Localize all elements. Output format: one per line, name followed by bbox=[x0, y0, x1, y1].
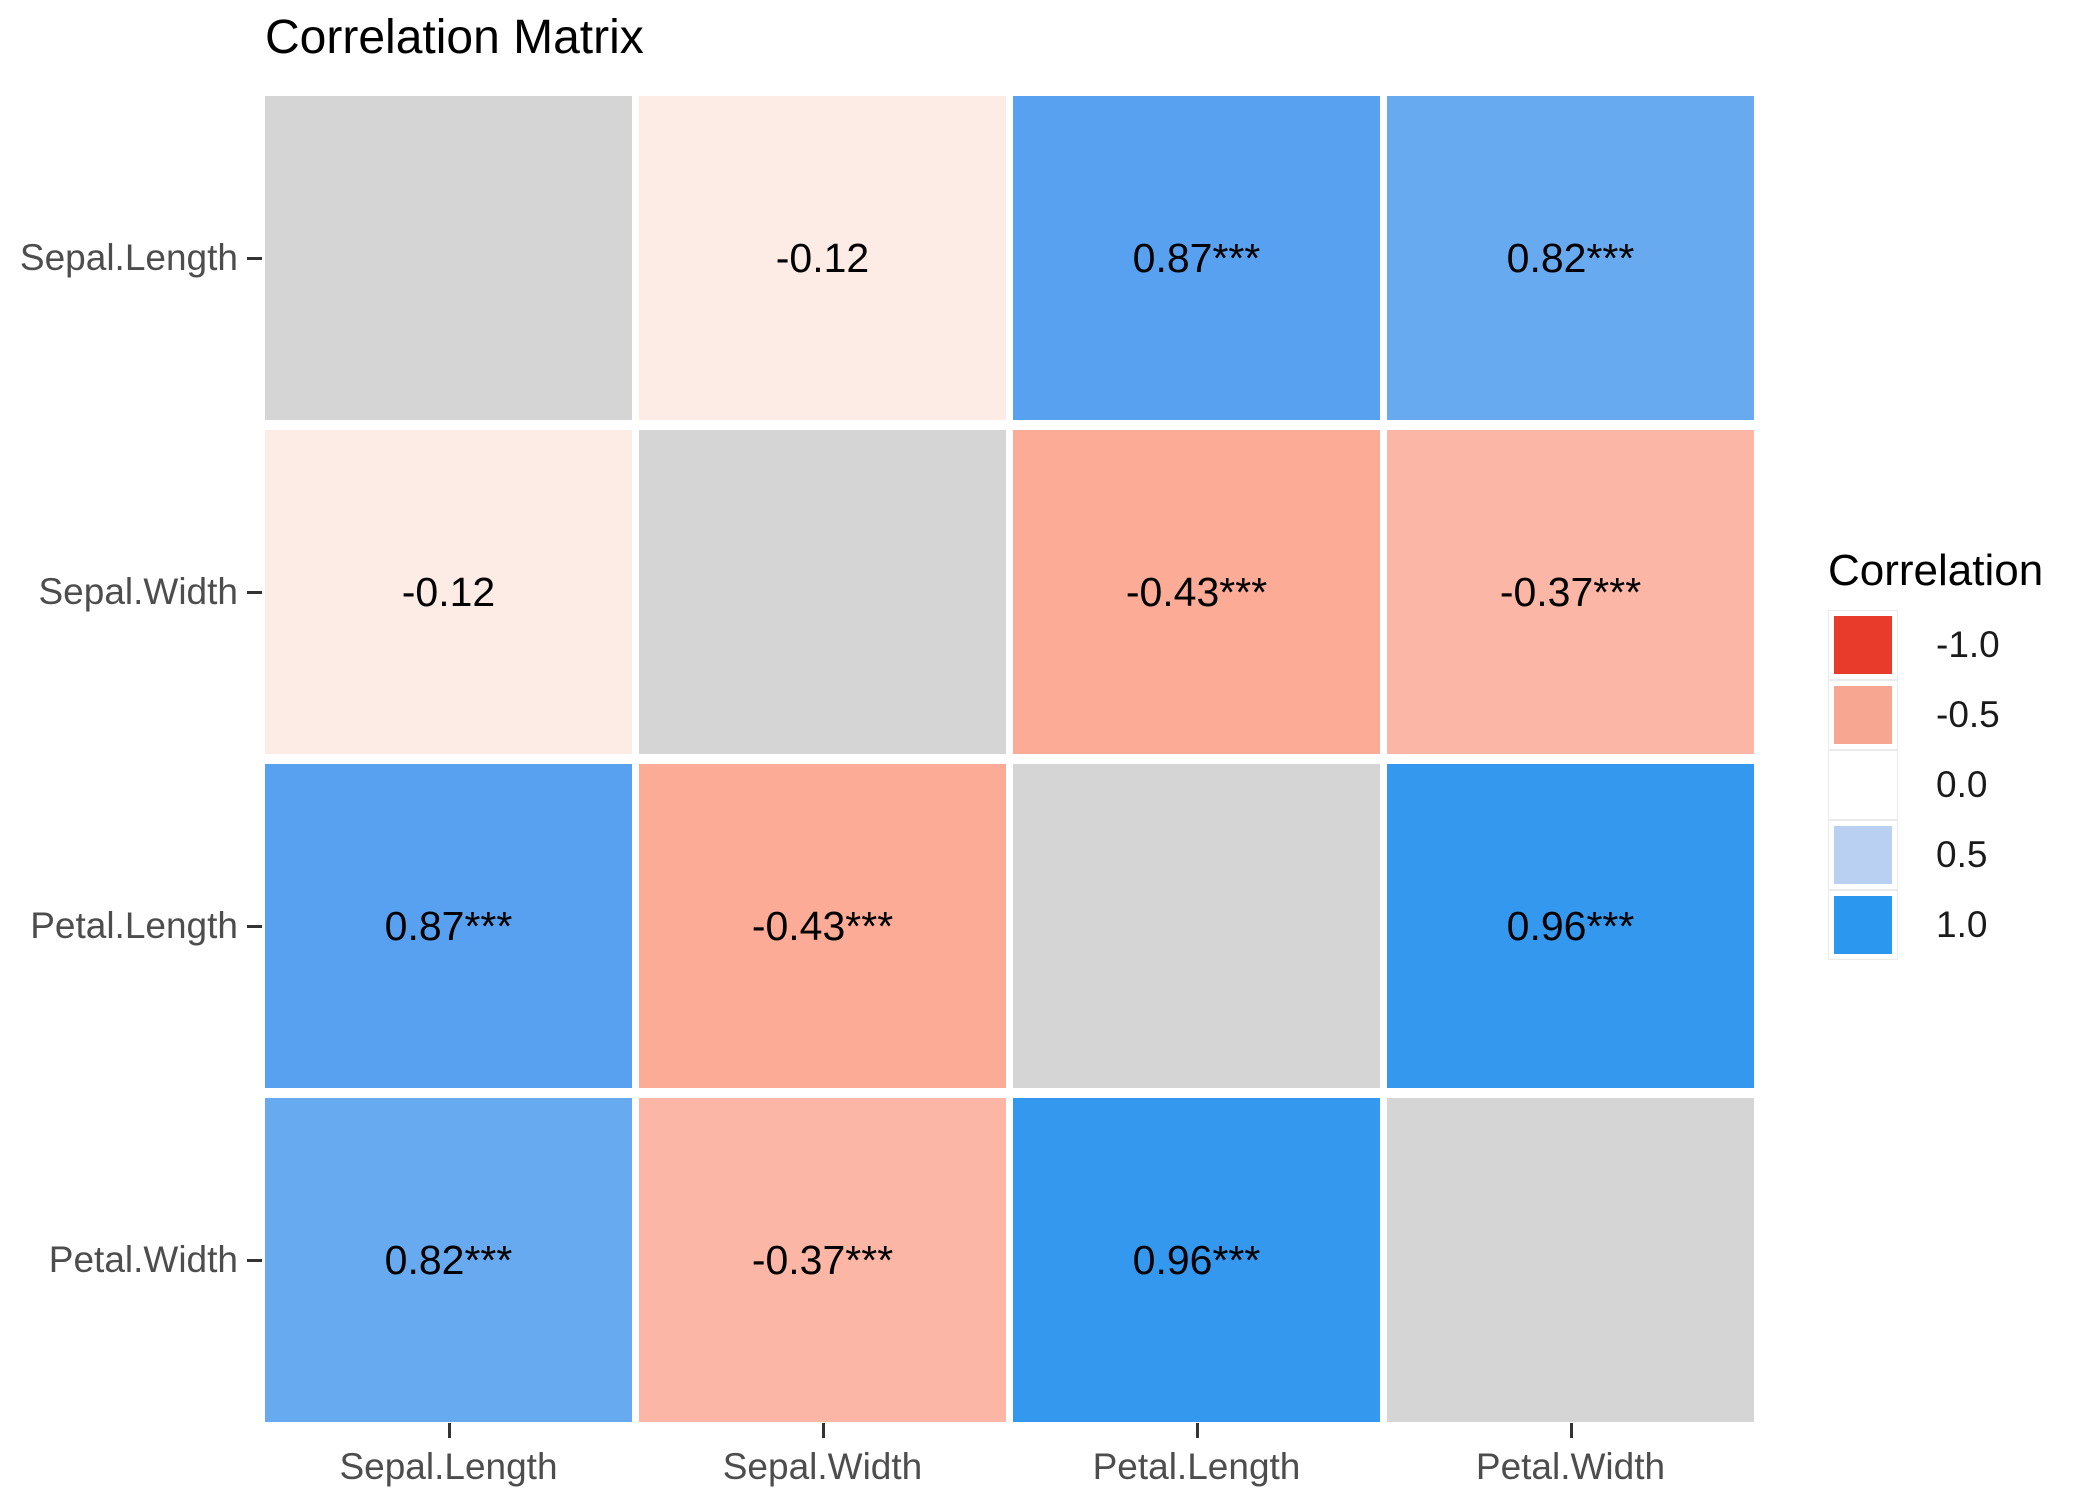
x-axis-tick bbox=[821, 1423, 825, 1438]
y-axis-tick bbox=[247, 591, 262, 594]
chart-title: Correlation Matrix bbox=[265, 11, 644, 64]
y-axis-label-Sepal.Width: Sepal.Width bbox=[38, 571, 239, 612]
heatmap-panel: -0.12 0.87*** 0.82*** -0.12 -0.43*** -0.37***… bbox=[265, 96, 1754, 1422]
legend-title: Correlation bbox=[1828, 546, 2044, 595]
legend-swatch bbox=[1834, 685, 1892, 744]
legend-entry: 0.5 bbox=[1828, 819, 2043, 890]
y-axis-label-Petal.Length: Petal.Length bbox=[30, 905, 238, 946]
cell-Sepal.Width-Sepal.Width bbox=[639, 430, 1006, 754]
cell-Petal.Length-Sepal.Width: -0.43*** bbox=[639, 764, 1006, 1088]
legend-key bbox=[1828, 889, 1898, 960]
cell-Sepal.Width-Petal.Width: -0.37*** bbox=[1387, 430, 1754, 754]
legend-label: -0.5 bbox=[1936, 694, 2000, 735]
legend-swatch bbox=[1834, 825, 1892, 884]
x-axis-tick bbox=[1569, 1423, 1573, 1438]
cell-Petal.Width-Sepal.Width: -0.37*** bbox=[639, 1098, 1006, 1422]
legend-entry: 1.0 bbox=[1828, 889, 2043, 960]
legend-entry: 0.0 bbox=[1828, 749, 2043, 820]
y-axis-tick bbox=[247, 925, 262, 928]
legend-label: 0.0 bbox=[1936, 764, 1988, 805]
y-axis-tick bbox=[247, 1259, 262, 1262]
cell-Petal.Length-Sepal.Length: 0.87*** bbox=[265, 764, 632, 1088]
cell-Sepal.Width-Sepal.Length: -0.12 bbox=[265, 430, 632, 754]
cell-Sepal.Width-Petal.Length: -0.43*** bbox=[1013, 430, 1380, 754]
legend: Correlation -1.0 -0.5 0.0 0.5 1.0 bbox=[1828, 546, 2043, 960]
x-axis-label-Petal.Width: Petal.Width bbox=[1475, 1446, 1666, 1487]
x-axis-label-Sepal.Width: Sepal.Width bbox=[722, 1446, 923, 1487]
legend-label: -1.0 bbox=[1936, 624, 2000, 665]
legend-key bbox=[1828, 819, 1898, 890]
x-axis-label-Petal.Length: Petal.Length bbox=[1092, 1446, 1301, 1487]
legend-key bbox=[1828, 679, 1898, 750]
cell-Petal.Width-Sepal.Length: 0.82*** bbox=[265, 1098, 632, 1422]
y-axis-label-Petal.Width: Petal.Width bbox=[48, 1239, 238, 1280]
y-axis-tick bbox=[247, 257, 262, 260]
cell-Petal.Length-Petal.Width: 0.96*** bbox=[1387, 764, 1754, 1088]
y-axis-label-Sepal.Length: Sepal.Length bbox=[19, 237, 238, 278]
legend-key bbox=[1828, 749, 1898, 820]
x-axis-tick bbox=[1195, 1423, 1199, 1438]
legend-swatch bbox=[1834, 755, 1892, 814]
cell-Sepal.Length-Sepal.Length bbox=[265, 96, 632, 420]
legend-key bbox=[1828, 609, 1898, 680]
legend-swatch bbox=[1834, 615, 1892, 674]
cell-Sepal.Length-Petal.Width: 0.82*** bbox=[1387, 96, 1754, 420]
legend-label: 1.0 bbox=[1936, 904, 1988, 945]
legend-swatch bbox=[1834, 895, 1892, 954]
cell-Petal.Width-Petal.Width bbox=[1387, 1098, 1754, 1422]
x-axis-label-Sepal.Length: Sepal.Length bbox=[339, 1446, 558, 1487]
x-axis-tick bbox=[447, 1423, 451, 1438]
legend-keys: -1.0 -0.5 0.0 0.5 1.0 bbox=[1828, 609, 2043, 960]
legend-entry: -1.0 bbox=[1828, 609, 2043, 680]
cell-Petal.Length-Petal.Length bbox=[1013, 764, 1380, 1088]
cell-Sepal.Length-Petal.Length: 0.87*** bbox=[1013, 96, 1380, 420]
legend-entry: -0.5 bbox=[1828, 679, 2043, 750]
cell-Petal.Width-Petal.Length: 0.96*** bbox=[1013, 1098, 1380, 1422]
cell-Sepal.Length-Sepal.Width: -0.12 bbox=[639, 96, 1006, 420]
legend-label: 0.5 bbox=[1936, 834, 1988, 875]
